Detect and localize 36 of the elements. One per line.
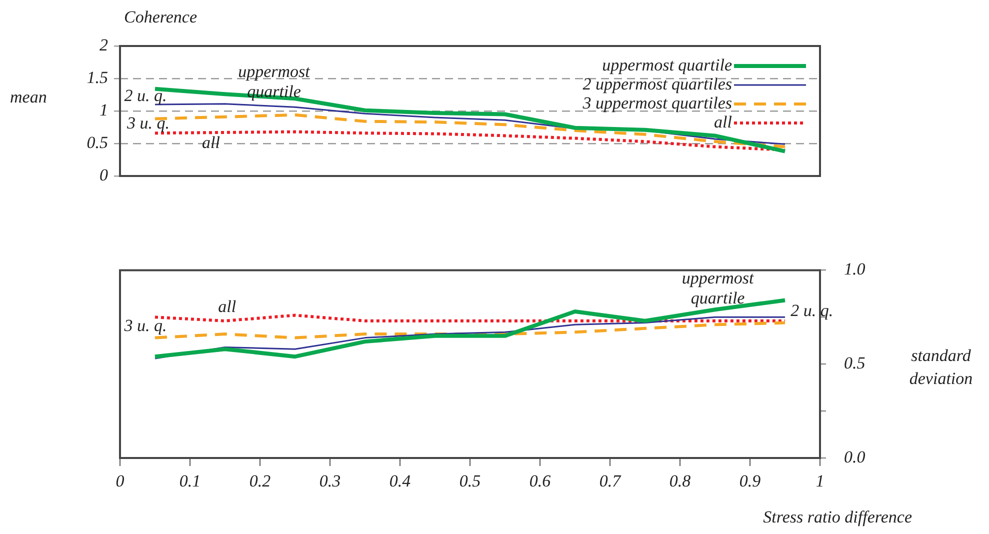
y-tick-label: 1 xyxy=(100,100,108,120)
line-series xyxy=(154,321,786,340)
annotation: 3 u. q. xyxy=(123,316,167,336)
x-tick-label: 0.1 xyxy=(179,472,201,491)
x-tick-label: 1 xyxy=(816,472,824,491)
annotation: 2 u. q. xyxy=(124,86,167,106)
x-tick-label: 0 xyxy=(116,472,125,491)
x-axis-title: Stress ratio difference xyxy=(763,507,912,526)
annotation: 3 u. q. xyxy=(126,113,170,132)
y-tick-label: 0 xyxy=(100,165,108,184)
chart-title: Coherence xyxy=(124,7,198,26)
y2-tick-label: 0.5 xyxy=(844,354,866,373)
legend-label: 2 uppermost quartiles xyxy=(582,74,732,94)
y2-tick-label: 0.0 xyxy=(844,447,866,466)
x-tick-label: 0.7 xyxy=(599,472,622,491)
y-tick-label: 2 xyxy=(100,35,108,54)
x-tick-label: 0.3 xyxy=(319,472,341,491)
y-tick-label: 0.5 xyxy=(86,132,108,152)
y2-axis-title: standard deviation xyxy=(909,346,973,388)
legend-label: 3 uppermost quartiles xyxy=(582,93,732,112)
y-axis-title: mean xyxy=(10,87,47,106)
annotation: 2 u. q. xyxy=(790,300,834,320)
line-series xyxy=(154,113,786,148)
x-tick-label: 0.2 xyxy=(249,472,272,491)
y2-tick-label: 1.0 xyxy=(844,260,866,279)
x-tick-label: 0.6 xyxy=(529,472,552,491)
x-tick-label: 0.8 xyxy=(669,472,692,491)
y-tick-label: 1.5 xyxy=(86,68,108,87)
annotation: all xyxy=(202,132,220,152)
annotation: all xyxy=(218,297,236,316)
legend-label: all xyxy=(714,112,732,132)
legend-label: uppermost quartile xyxy=(602,55,732,74)
x-tick-label: 0.5 xyxy=(459,472,481,491)
x-tick-label: 0.9 xyxy=(739,472,762,491)
x-tick-label: 0.4 xyxy=(389,472,412,491)
annotation: uppermost quartile xyxy=(682,268,755,308)
